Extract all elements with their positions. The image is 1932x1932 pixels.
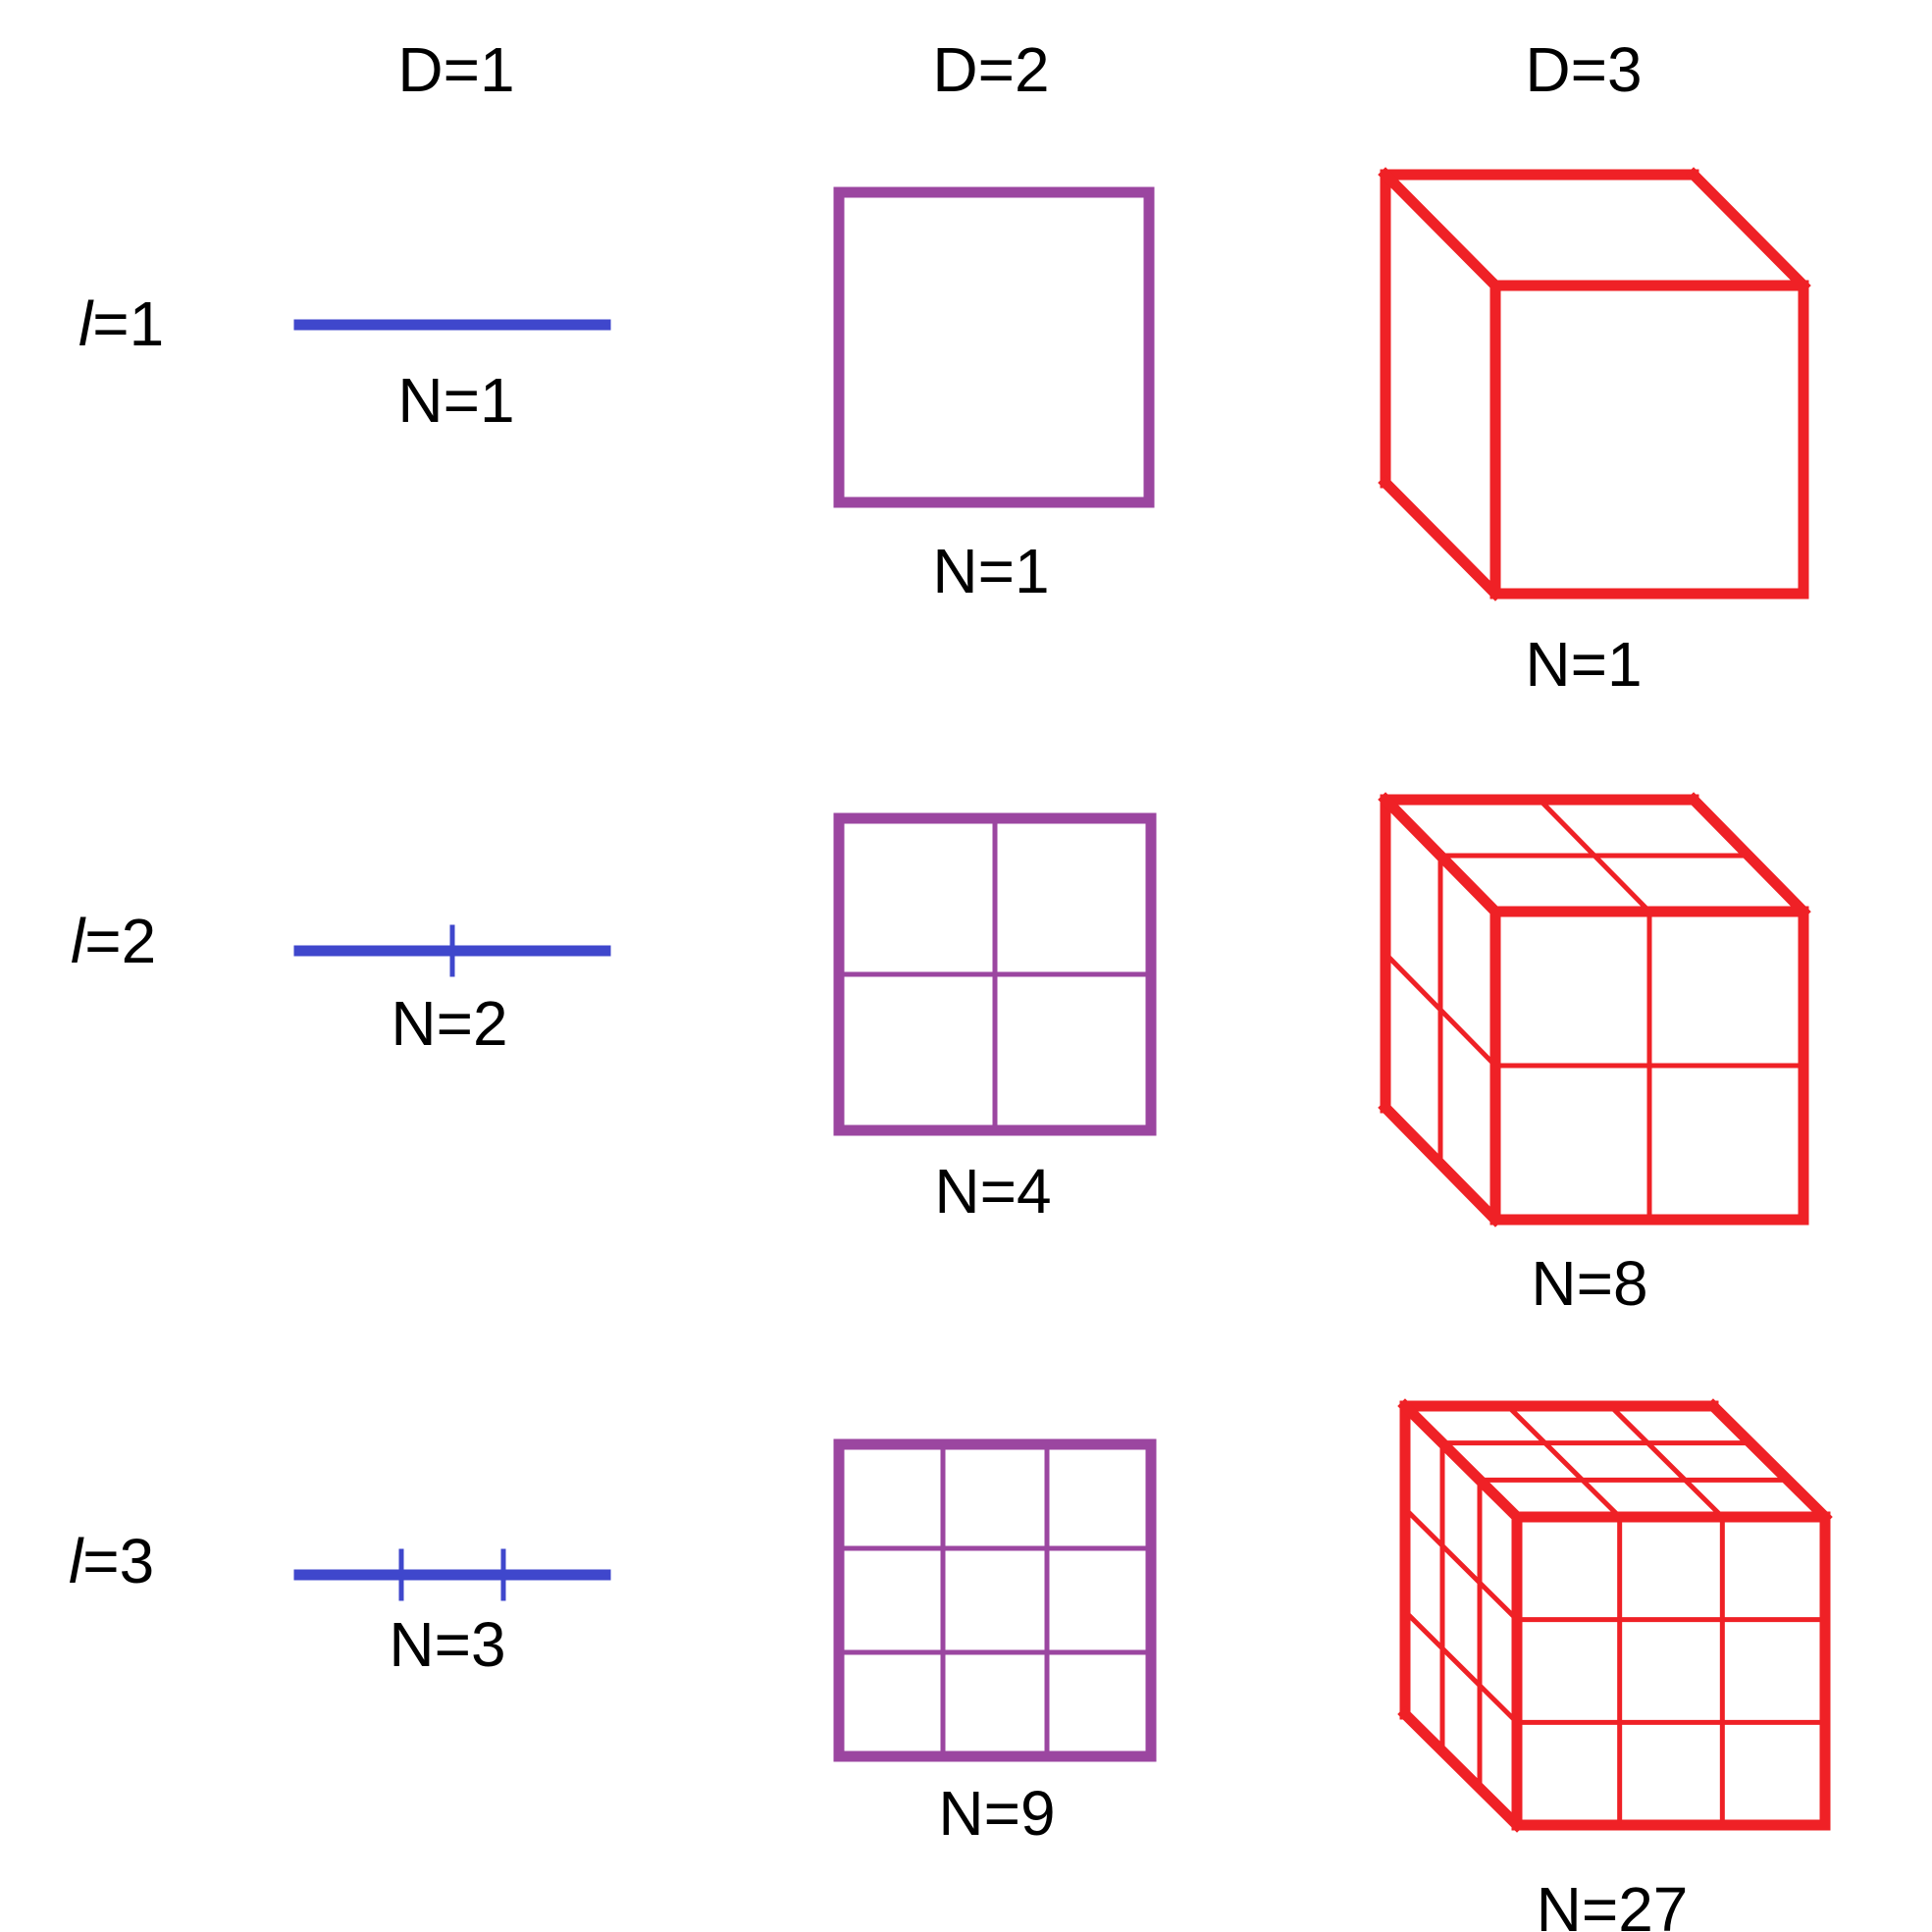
row-label-l3: l=3	[69, 1526, 154, 1596]
n-label-2d-row3: N=9	[938, 1778, 1055, 1849]
l-value: =2	[84, 906, 156, 976]
cube-row-1	[1378, 167, 1811, 601]
square-row-3	[833, 1438, 1157, 1762]
cube-grid-line	[1504, 1402, 1624, 1521]
cube-grid-line	[1401, 1505, 1521, 1624]
square-outline	[833, 1438, 1157, 1762]
cube-row-3	[1397, 1398, 1833, 1833]
cube-grid-line	[1401, 1607, 1521, 1726]
line-row-2	[293, 924, 611, 977]
l-value: =3	[82, 1526, 154, 1596]
n-label-1d-row2: N=2	[391, 988, 507, 1059]
cube-edge	[1378, 792, 1503, 919]
n-label-1d-row3: N=3	[389, 1609, 505, 1680]
n-label-2d-row2: N=4	[934, 1156, 1051, 1227]
header-d2: D=2	[932, 34, 1049, 105]
cube-row-2	[1378, 792, 1811, 1227]
header-d3: D=3	[1525, 34, 1642, 105]
square-outline	[833, 812, 1157, 1136]
cube-edge	[1397, 1706, 1525, 1833]
header-d1: D=1	[397, 34, 514, 105]
cube-edge	[1378, 1100, 1503, 1227]
row-label-l2: l=2	[71, 906, 156, 976]
square-row-2	[833, 812, 1157, 1136]
n-label-3d-row1: N=1	[1525, 629, 1642, 700]
cube-edge	[1686, 167, 1811, 293]
cube-edge	[1378, 167, 1503, 293]
cube-edge	[1397, 1398, 1525, 1525]
n-label-1d-row1: N=1	[397, 365, 514, 436]
cube-edge	[1705, 1398, 1833, 1525]
line-row-3	[293, 1548, 611, 1601]
n-label-3d-row3: N=27	[1537, 1874, 1689, 1932]
l-symbol: l	[78, 288, 94, 359]
l-symbol: l	[69, 1526, 84, 1596]
cube-edge	[1686, 792, 1811, 919]
cube-grid-line	[1606, 1402, 1726, 1521]
cube-edge	[1378, 475, 1503, 601]
square-row-1	[833, 186, 1155, 508]
n-label-3d-row2: N=8	[1531, 1248, 1647, 1319]
l-value: =1	[92, 288, 164, 359]
n-label-2d-row1: N=1	[932, 536, 1049, 606]
row-label-l1: l=1	[78, 288, 164, 359]
square-outline	[833, 186, 1155, 508]
l-symbol: l	[71, 906, 86, 976]
